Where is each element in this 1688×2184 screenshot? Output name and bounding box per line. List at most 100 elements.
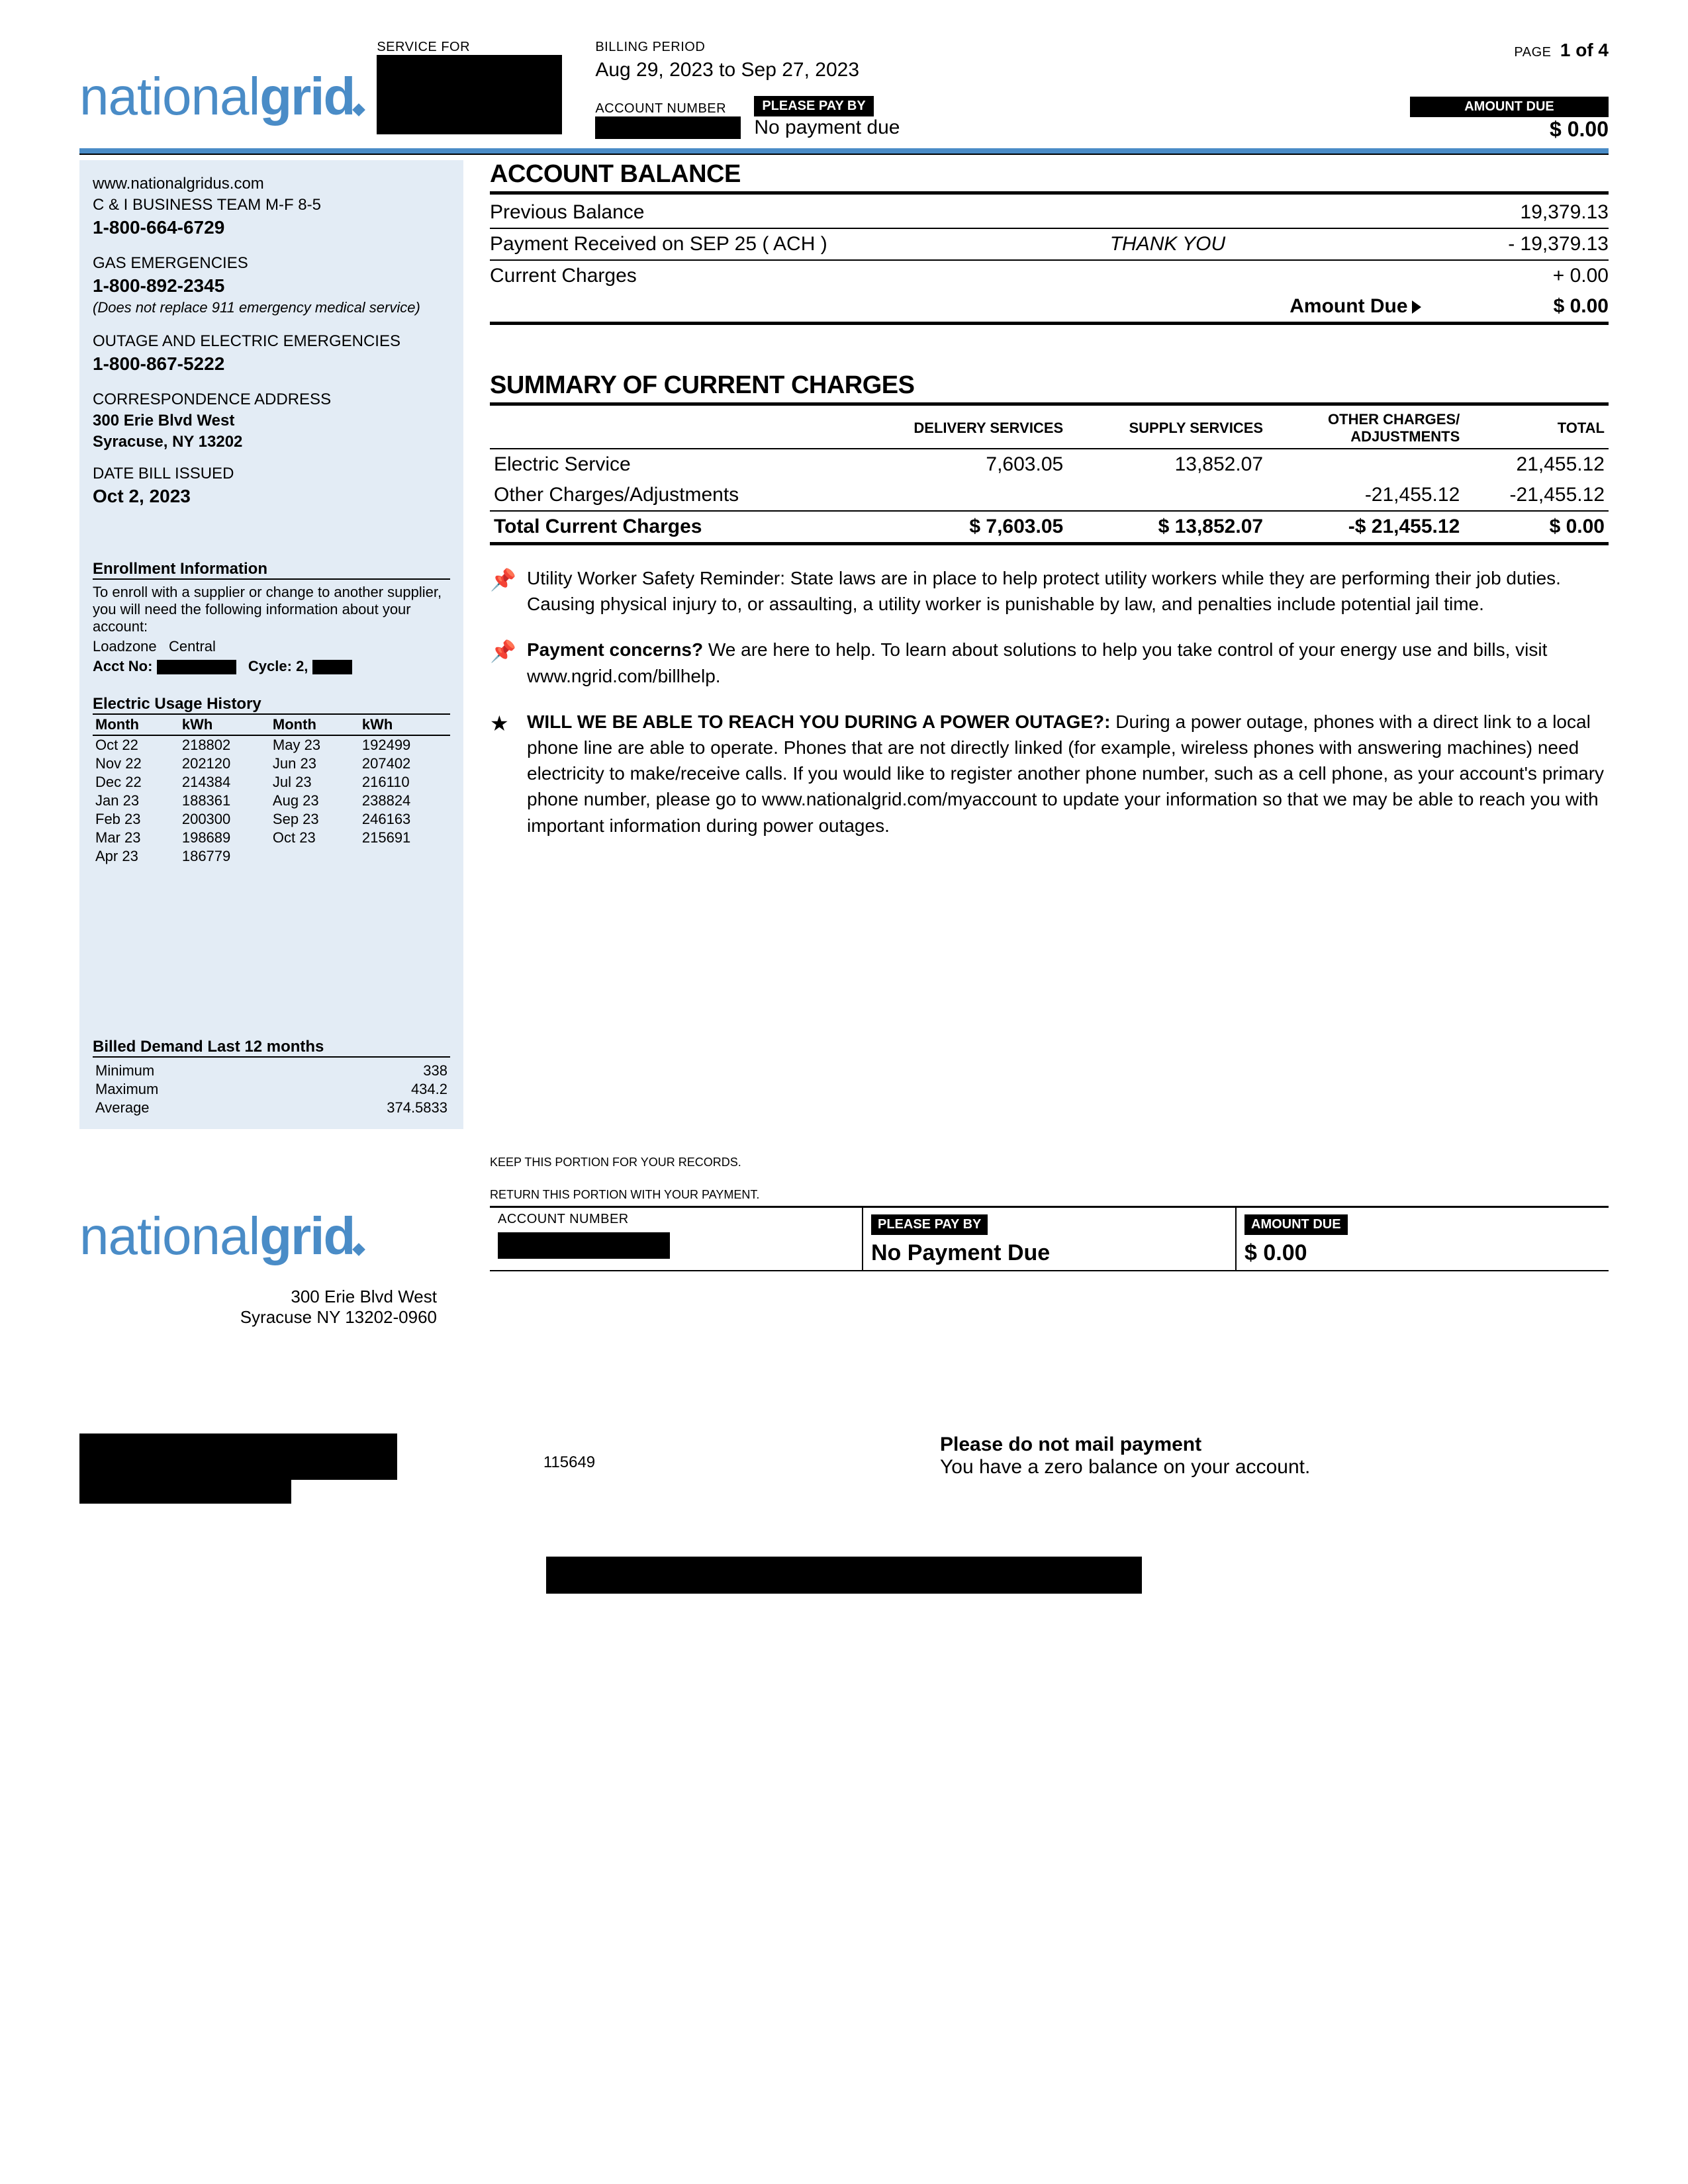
summary-col-header: SUPPLY SERVICES — [1067, 408, 1267, 449]
summary-cell: -21,455.12 — [1464, 480, 1609, 511]
balance-row-label: Payment Received on SEP 25 ( ACH ) — [490, 233, 827, 255]
summary-cell: -21,455.12 — [1267, 480, 1464, 511]
account-number-redacted — [595, 116, 741, 139]
stub-amt-value: $ 0.00 — [1244, 1235, 1601, 1266]
summary-row: Other Charges/Adjustments -21,455.12-21,4… — [490, 480, 1609, 511]
outage-phone: 1-800-867-5222 — [93, 353, 450, 375]
usage-cell: 215691 — [359, 829, 450, 847]
usage-row: Mar 23198689Oct 23215691 — [93, 829, 450, 847]
notice-text: Payment concerns? We are here to help. T… — [527, 637, 1609, 688]
sidebar: www.nationalgridus.com C & I BUSINESS TE… — [79, 160, 463, 1129]
summary-cell: 21,455.12 — [1464, 449, 1609, 480]
stub-acct-label: ACCOUNT NUMBER — [498, 1212, 854, 1227]
service-for-redacted — [377, 55, 562, 134]
usage-row: Oct 22218802May 23192499 — [93, 735, 450, 754]
usage-cell: Sep 23 — [270, 810, 359, 829]
pay-by-value: No payment due — [754, 116, 900, 139]
amount-due-value2: $ 0.00 — [1554, 295, 1609, 318]
summary-cell — [1067, 480, 1267, 511]
demand-cell: 434.2 — [275, 1080, 450, 1099]
billing-period-label: BILLING PERIOD — [595, 40, 1390, 55]
usage-cell: May 23 — [270, 735, 359, 754]
logo-part2: grid — [259, 66, 354, 127]
mail-bold: Please do not mail payment — [940, 1433, 1310, 1456]
amount-due-label2: Amount Due — [1289, 295, 1407, 317]
logo-part1: national — [79, 66, 259, 127]
gas-note: (Does not replace 911 emergency medical … — [93, 299, 450, 316]
mail-message: Please do not mail payment You have a ze… — [940, 1433, 1310, 1479]
notice-text: Utility Worker Safety Reminder: State la… — [527, 565, 1609, 617]
corr-addr2: Syracuse, NY 13202 — [93, 433, 450, 451]
usage-col-header: Month — [93, 714, 179, 735]
demand-row: Minimum338 — [93, 1062, 450, 1080]
mailing-redacted2 — [79, 1480, 291, 1504]
usage-row: Nov 22202120Jun 23207402 — [93, 754, 450, 773]
pin-icon: 📌 — [490, 565, 514, 617]
usage-cell: Jul 23 — [270, 773, 359, 792]
website: www.nationalgridus.com — [93, 175, 450, 193]
usage-row: Feb 23200300Sep 23246163 — [93, 810, 450, 829]
usage-table: MonthkWhMonthkWh Oct 22218802May 2319249… — [93, 713, 450, 866]
stub-logo-diamond-icon — [352, 1243, 365, 1256]
notice-item: 📌 Payment concerns? We are here to help. … — [490, 637, 1609, 688]
amount-due-value: $ 0.00 — [1410, 117, 1609, 142]
bill-page: nationalgrid SERVICE FOR BILLING PERIOD … — [79, 40, 1609, 1594]
amount-due-pill: AMOUNT DUE — [1410, 97, 1609, 117]
enrollment-title: Enrollment Information — [93, 560, 450, 580]
balance-row-value: - 19,379.13 — [1508, 233, 1609, 255]
logo-diamond-icon — [352, 103, 365, 116]
outage-label: OUTAGE AND ELECTRIC EMERGENCIES — [93, 332, 450, 351]
usage-row: Apr 23186779 — [93, 847, 450, 866]
balance-row: Payment Received on SEP 25 ( ACH ) THANK … — [490, 229, 1609, 259]
corr-addr1: 300 Erie Blvd West — [93, 412, 450, 430]
usage-cell — [270, 847, 359, 866]
summary-cell: Other Charges/Adjustments — [490, 480, 846, 511]
summary-title: SUMMARY OF CURRENT CHARGES — [490, 371, 1609, 406]
pay-by-pill: PLEASE PAY BY — [754, 96, 873, 116]
current-charges-value: + 0.00 — [1553, 265, 1609, 287]
summary-total-cell: $ 0.00 — [1464, 511, 1609, 544]
summary-cell — [846, 480, 1068, 511]
acct-label: Acct No: — [93, 658, 152, 674]
arrow-right-icon — [1412, 300, 1421, 314]
amount-due-row: Amount Due $ 0.00 — [490, 291, 1609, 325]
usage-cell: Mar 23 — [93, 829, 179, 847]
logo: nationalgrid — [79, 66, 363, 127]
stub-logo-area: nationalgrid 300 Erie Blvd West Syracuse… — [79, 1206, 463, 1328]
billing-period-value: Aug 29, 2023 to Sep 27, 2023 — [595, 59, 1390, 81]
usage-row: Dec 22214384Jul 23216110 — [93, 773, 450, 792]
balance-title: ACCOUNT BALANCE — [490, 160, 1609, 195]
stub-amt-pill: AMOUNT DUE — [1244, 1214, 1348, 1235]
seq-number: 115649 — [463, 1433, 675, 1479]
usage-cell: Jun 23 — [270, 754, 359, 773]
usage-cell: 200300 — [179, 810, 270, 829]
usage-col-header: Month — [270, 714, 359, 735]
corr-label: CORRESPONDENCE ADDRESS — [93, 390, 450, 409]
usage-cell: 192499 — [359, 735, 450, 754]
star-icon: ★ — [490, 709, 514, 839]
summary-col-header — [490, 408, 846, 449]
usage-col-header: kWh — [359, 714, 450, 735]
summary-cell: 7,603.05 — [846, 449, 1068, 480]
page-label: PAGE — [1514, 45, 1551, 60]
summary-table: DELIVERY SERVICESSUPPLY SERVICESOTHER CH… — [490, 408, 1609, 545]
balance-row-value: 19,379.13 — [1521, 201, 1609, 224]
balance-row-mid: THANK YOU — [1110, 233, 1225, 255]
acct-redacted — [157, 660, 236, 674]
stub-addr2: Syracuse NY 13202-0960 — [79, 1307, 437, 1328]
demand-row: Maximum434.2 — [93, 1080, 450, 1099]
usage-cell: Oct 23 — [270, 829, 359, 847]
usage-cell: Dec 22 — [93, 773, 179, 792]
demand-cell: Minimum — [93, 1062, 275, 1080]
loadzone-label: Loadzone — [93, 638, 157, 655]
enrollment-text: To enroll with a supplier or change to a… — [93, 584, 450, 635]
stub-logo-part2: grid — [259, 1206, 354, 1267]
notice-item: 📌Utility Worker Safety Reminder: State l… — [490, 565, 1609, 617]
mail-text: You have a zero balance on your account. — [940, 1456, 1310, 1479]
usage-cell: 202120 — [179, 754, 270, 773]
stub-logo-part1: national — [79, 1206, 259, 1267]
mailing-redacted1 — [79, 1433, 397, 1480]
payment-stub: KEEP THIS PORTION FOR YOUR RECORDS. RETU… — [79, 1156, 1609, 1594]
pin-icon: 📌 — [490, 637, 514, 688]
demand-cell: Maximum — [93, 1080, 275, 1099]
